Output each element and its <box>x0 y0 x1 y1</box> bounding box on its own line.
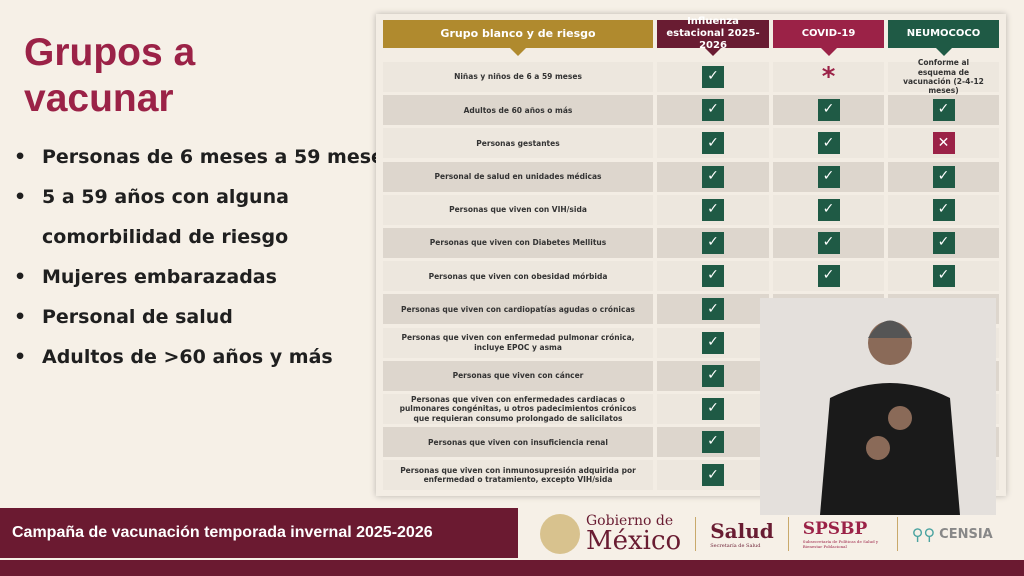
check-icon: ✓ <box>702 431 724 454</box>
table-cell-influenza: ✓ <box>657 294 769 325</box>
bullet-list: Personas de 6 meses a 59 meses 5 a 59 añ… <box>14 148 395 388</box>
column-header: NEUMOCOCO <box>888 20 999 56</box>
check-icon: ✓ <box>702 198 724 221</box>
table-cell-neumococo: ✓ <box>888 228 999 258</box>
table-cell-neumococo: Conforme al esquema de vacunación (2-4-1… <box>888 58 999 95</box>
table-cell-covid: ✓ <box>773 228 884 258</box>
table-cell-group: Personas que viven con cardiopatías agud… <box>383 294 653 325</box>
check-icon: ✓ <box>817 198 840 221</box>
table-cell-group: Personas que viven con Diabetes Mellitus <box>383 228 653 258</box>
table-cell-covid: ✓ <box>773 128 884 159</box>
asterisk-icon: * <box>821 62 836 92</box>
check-icon: ✓ <box>817 232 840 254</box>
check-icon: ✓ <box>817 165 840 188</box>
check-icon: ✓ <box>817 99 840 122</box>
check-icon: ✓ <box>817 265 840 288</box>
table-cell-influenza: ✓ <box>657 95 769 126</box>
table-cell-neumococo: ✓ <box>888 95 999 126</box>
table-cell-neumococo: ✓ <box>888 194 999 225</box>
table-cell-influenza: ✓ <box>657 62 769 92</box>
bottom-stripe <box>0 560 1024 576</box>
table-cell-influenza: ✓ <box>657 261 769 292</box>
spsbp-logo: SPSBP Subsecretaría de Políticas de Salud… <box>802 519 879 549</box>
check-icon: ✓ <box>932 198 955 221</box>
logos: Gobierno de México Salud Secretaría de Sa… <box>540 510 993 558</box>
check-icon: ✓ <box>702 364 724 387</box>
bullet-item: Personal de salud <box>14 308 395 328</box>
table-cell-group: Personal de salud en unidades médicas <box>383 161 653 192</box>
check-icon: ✓ <box>702 265 724 288</box>
bullet-item: Personas de 6 meses a 59 meses <box>14 148 395 168</box>
check-icon: ✓ <box>702 464 724 487</box>
bullet-item: Adultos de >60 años y más <box>14 348 395 368</box>
check-icon: ✓ <box>702 132 724 155</box>
table-cell-influenza: ✓ <box>657 394 769 424</box>
check-icon: ✓ <box>932 265 955 288</box>
table-cell-group: Personas que viven con enfermedades card… <box>383 394 653 424</box>
column-header: Influenza estacional 2025-2026 <box>657 16 769 56</box>
check-icon: ✓ <box>817 132 840 155</box>
check-icon: ✓ <box>932 99 955 122</box>
table-cell-group: Personas que viven con enfermedad pulmon… <box>383 327 653 358</box>
check-icon: ✓ <box>702 398 724 420</box>
table-cell-influenza: ✓ <box>657 360 769 391</box>
table-cell-covid: ✓ <box>773 161 884 192</box>
table-cell-group: Personas que viven con insuficiencia ren… <box>383 427 653 458</box>
table-cell-neumococo: ✕ <box>888 128 999 159</box>
table-cell-group: Personas que viven con inmunosupresión a… <box>383 460 653 491</box>
check-icon: ✓ <box>702 99 724 122</box>
censia-logo: ⚲⚲ CENSIA <box>911 524 993 544</box>
table-cell-group: Personas que viven con obesidad mórbida <box>383 261 653 292</box>
table-cell-group: Adultos de 60 años o más <box>383 95 653 126</box>
table-cell-influenza: ✓ <box>657 161 769 192</box>
table-cell-influenza: ✓ <box>657 460 769 491</box>
salud-logo: Salud Secretaría de Salud <box>710 519 774 549</box>
sign-language-interpreter-video <box>760 298 996 515</box>
check-icon: ✓ <box>702 298 724 321</box>
table-cell-influenza: ✓ <box>657 194 769 225</box>
table-cell-neumococo: ✓ <box>888 261 999 292</box>
check-icon: ✓ <box>702 232 724 254</box>
table-cell-group: Personas que viven con cáncer <box>383 360 653 391</box>
column-header: COVID-19 <box>773 20 884 56</box>
table-cell-neumococo: ✓ <box>888 161 999 192</box>
gobierno-logo: Gobierno de México <box>540 514 681 554</box>
bullet-item: Mujeres embarazadas <box>14 268 395 288</box>
table-cell-influenza: ✓ <box>657 228 769 258</box>
campaign-banner: Campaña de vacunación temporada invernal… <box>0 508 518 558</box>
check-icon: ✓ <box>932 232 955 254</box>
table-cell-group: Personas gestantes <box>383 128 653 159</box>
table-cell-group: Niñas y niños de 6 a 59 meses <box>383 62 653 92</box>
table-cell-covid: ✓ <box>773 261 884 292</box>
table-cell-covid: ✓ <box>773 95 884 126</box>
cross-icon: ✕ <box>932 132 955 155</box>
page-title: Grupos a vacunar <box>24 31 196 121</box>
table-cell-influenza: ✓ <box>657 128 769 159</box>
table-cell-influenza: ✓ <box>657 427 769 458</box>
check-icon: ✓ <box>702 165 724 188</box>
column-header: Grupo blanco y de riesgo <box>383 20 653 56</box>
coat-of-arms-icon <box>540 514 580 554</box>
check-icon: ✓ <box>702 66 724 88</box>
table-cell-influenza: ✓ <box>657 327 769 358</box>
table-cell-covid: ✓ <box>773 194 884 225</box>
check-icon: ✓ <box>702 331 724 354</box>
check-icon: ✓ <box>932 165 955 188</box>
table-cell-group: Personas que viven con VIH/sida <box>383 194 653 225</box>
table-cell-covid: * <box>773 62 884 92</box>
